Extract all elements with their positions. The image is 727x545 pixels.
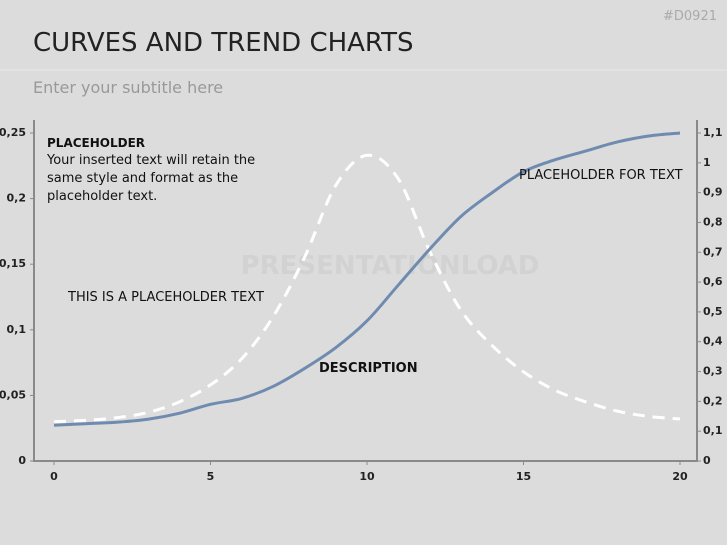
y2-tick-label: 1,1: [703, 126, 723, 139]
annotation: PLACEHOLDER FOR TEXT: [519, 168, 683, 183]
y2-tick-label: 0,4: [703, 335, 723, 348]
annotation: THIS IS A PLACEHOLDER TEXT: [68, 290, 264, 305]
y-tick-label: 0,1: [7, 323, 27, 336]
y2-tick-label: 0,8: [703, 215, 723, 228]
y2-tick-label: 1: [703, 156, 711, 169]
y2-tick-label: 0,5: [703, 305, 723, 318]
x-tick-label: 10: [359, 470, 375, 483]
series-line: [53, 153, 681, 424]
y2-tick-label: 0,6: [703, 275, 723, 288]
y2-tick-label: 0: [703, 454, 711, 467]
x-tick-label: 5: [207, 470, 215, 483]
x-tick-label: 20: [672, 470, 688, 483]
y-tick-label: 0,05: [0, 388, 26, 401]
axes: [33, 120, 698, 462]
y2-tick-label: 0,3: [703, 365, 723, 378]
y-tick-label: 0,25: [0, 126, 26, 139]
annotation: DESCRIPTION: [319, 361, 418, 376]
y2-tick-label: 0,1: [703, 424, 723, 437]
y2-tick-label: 0,7: [703, 245, 723, 258]
y-tick-label: 0,15: [0, 257, 26, 270]
x-tick-label: 0: [50, 470, 58, 483]
x-tick-label: 15: [516, 470, 531, 483]
series-line: [53, 131, 681, 427]
slide-id: #D0921: [663, 9, 717, 24]
y-tick-label: 0: [18, 454, 26, 467]
y2-tick-label: 0,2: [703, 394, 723, 407]
annotation-block: PLACEHOLDER Your inserted text will reta…: [47, 134, 277, 206]
annotation-heading: PLACEHOLDER: [47, 136, 146, 150]
chart-subtitle: Enter your subtitle here: [33, 78, 223, 97]
watermark: PRESENTATIONLOAD: [241, 251, 540, 281]
y2-tick-label: 0,9: [703, 186, 723, 199]
chart-title: CURVES AND TREND CHARTS: [33, 28, 414, 58]
y-tick-label: 0,2: [7, 192, 27, 205]
annotation-body: Your inserted text will retain the same …: [47, 153, 256, 204]
